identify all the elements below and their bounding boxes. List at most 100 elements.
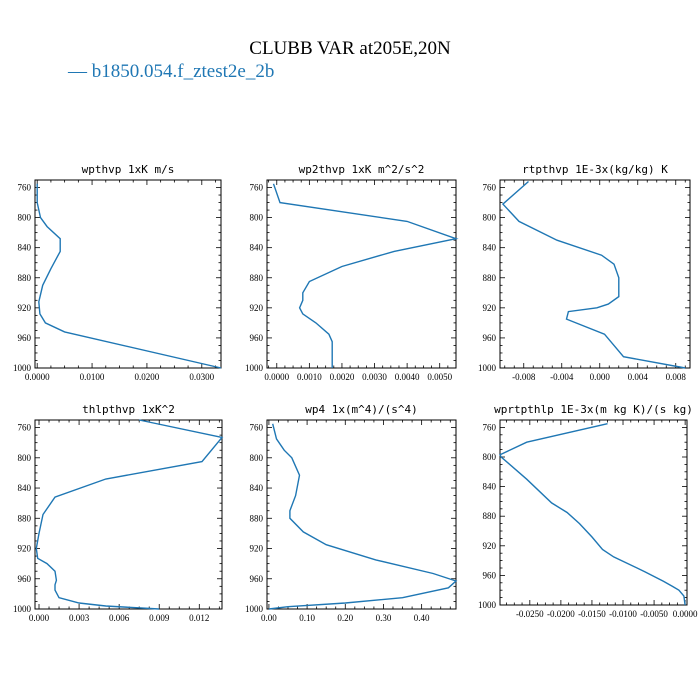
- y-tick-label: 960: [18, 574, 32, 584]
- y-tick-label: 760: [250, 183, 264, 193]
- y-tick-label: 800: [483, 213, 497, 223]
- y-tick-label: 760: [483, 422, 497, 432]
- x-tick-label: 0.0000: [25, 372, 50, 382]
- x-tick-label: 0.0000: [264, 372, 289, 382]
- y-tick-label: 960: [483, 570, 497, 580]
- x-tick-label: 0.0030: [362, 372, 387, 382]
- y-tick-label: 880: [250, 273, 264, 283]
- y-tick-label: 840: [483, 243, 497, 253]
- panel-4: thlpthvp 1xK^276080084088092096010000.00…: [13, 403, 224, 623]
- y-tick-label: 880: [18, 513, 32, 523]
- y-tick-label: 880: [483, 273, 497, 283]
- plot-frame: [34, 419, 223, 610]
- y-tick-label: 960: [18, 333, 32, 343]
- x-tick-label: -0.0250: [516, 609, 544, 619]
- y-tick-label: 880: [483, 511, 497, 521]
- series-line: [501, 180, 686, 369]
- x-tick-label: 0.20: [337, 613, 353, 623]
- y-tick-label: 960: [250, 574, 264, 584]
- x-tick-label: 0.10: [299, 613, 315, 623]
- y-tick-label: 1000: [478, 600, 497, 610]
- y-tick-label: 960: [483, 333, 497, 343]
- x-tick-label: 0.003: [69, 613, 90, 623]
- panel-1: wpthvp 1xK m/s 760 800 840 880 920 960 10000.00…: [13, 163, 222, 382]
- y-tick-label: 840: [18, 483, 32, 493]
- x-tick-label: 0.30: [376, 613, 392, 623]
- y-tick-label: 840: [250, 243, 264, 253]
- y-tick-label: 840: [483, 482, 497, 492]
- y-tick-label: 800: [18, 453, 32, 463]
- panel-title: rtpthvp 1E-3x(kg/kg) K: [522, 163, 668, 176]
- y-tick-label: 840: [250, 483, 264, 493]
- y-tick-label: 1000: [13, 604, 32, 614]
- x-tick-label: -0.004: [550, 372, 574, 382]
- panel-title: thlpthvp 1xK^2: [82, 403, 175, 416]
- y-tick-label: 920: [250, 544, 264, 554]
- panel-6: wprtpthlp 1E-3x(m kg K)/(s kg) 760 800 840 8…: [478, 403, 698, 619]
- y-tick-label: 880: [18, 273, 32, 283]
- y-tick-label: 760: [18, 183, 32, 193]
- plot-frame: [266, 419, 457, 610]
- y-tick-label: 1000: [245, 604, 264, 614]
- y-tick-label: 920: [483, 541, 497, 551]
- x-tick-label: 0.004: [628, 372, 649, 382]
- x-tick-label: 0.000: [590, 372, 611, 382]
- plot-frame: [499, 419, 688, 606]
- panel-2: wp2thvp 1xK m^2/s^2 760 800 840 880 920 960 100…: [245, 163, 459, 382]
- series-line: [272, 183, 459, 368]
- y-tick-label: 760: [250, 423, 264, 433]
- y-tick-label: 920: [250, 303, 264, 313]
- y-tick-label: 800: [250, 453, 264, 463]
- x-tick-label: 0.0010: [297, 372, 322, 382]
- y-tick-label: 1000: [13, 363, 32, 373]
- x-tick-label: 0.0050: [427, 372, 452, 382]
- panel-title: wprtpthlp 1E-3x(m kg K)/(s kg): [494, 403, 693, 416]
- panel-3: rtpthvp 1E-3x(kg/kg) K 760 800 840 880 920 960…: [478, 163, 691, 382]
- y-tick-label: 880: [250, 513, 264, 523]
- series-line: [268, 423, 458, 610]
- x-tick-label: 0.000: [29, 613, 50, 623]
- legend-entry: — b1850.054.f_ztest2e_2b: [67, 61, 274, 82]
- panel-grid: wpthvp 1xK m/s76080084088092096010000.00…: [13, 163, 698, 623]
- series-line: [35, 419, 224, 610]
- panel-5: wp4 1x(m^4)/(s^4)76080084088092096010000…: [245, 403, 458, 623]
- x-tick-label: 0.009: [149, 613, 170, 623]
- x-tick-label: 0.0200: [135, 372, 160, 382]
- x-tick-label: 0.008: [666, 372, 687, 382]
- panel-title: wp2thvp 1xK m^2/s^2: [299, 163, 425, 176]
- y-tick-label: 760: [483, 183, 497, 193]
- plot-frame: [34, 179, 222, 369]
- x-tick-label: -0.008: [512, 372, 536, 382]
- y-tick-label: 1000: [245, 363, 264, 373]
- x-tick-label: 0.40: [414, 613, 430, 623]
- x-tick-label: 0.0000: [673, 609, 698, 619]
- series-line: [499, 423, 686, 606]
- panel-title: wpthvp 1xK m/s: [82, 163, 175, 176]
- y-tick-label: 800: [483, 452, 497, 462]
- x-tick-label: 0.00: [261, 613, 277, 623]
- series-line: [36, 183, 222, 369]
- plot-frame: [266, 179, 457, 369]
- x-tick-label: -0.0200: [547, 609, 575, 619]
- y-tick-label: 840: [18, 243, 32, 253]
- x-tick-label: -0.0050: [640, 609, 668, 619]
- y-tick-label: 920: [18, 544, 32, 554]
- figure-title: CLUBB VAR at205E,20N: [249, 38, 451, 59]
- y-tick-label: 800: [250, 213, 264, 223]
- x-tick-label: 0.0040: [395, 372, 420, 382]
- x-tick-label: -0.0100: [609, 609, 637, 619]
- x-tick-label: 0.006: [109, 613, 130, 623]
- y-tick-label: 960: [250, 333, 264, 343]
- x-tick-label: 0.0300: [189, 372, 214, 382]
- x-tick-label: 0.0020: [330, 372, 355, 382]
- y-tick-label: 760: [18, 423, 32, 433]
- plot-frame: [499, 179, 691, 369]
- y-tick-label: 920: [18, 303, 32, 313]
- x-tick-label: 0.0100: [80, 372, 105, 382]
- y-tick-label: 800: [18, 213, 32, 223]
- x-tick-label: 0.012: [189, 613, 209, 623]
- x-tick-label: -0.0150: [578, 609, 606, 619]
- y-tick-label: 920: [483, 303, 497, 313]
- y-tick-label: 1000: [478, 363, 497, 373]
